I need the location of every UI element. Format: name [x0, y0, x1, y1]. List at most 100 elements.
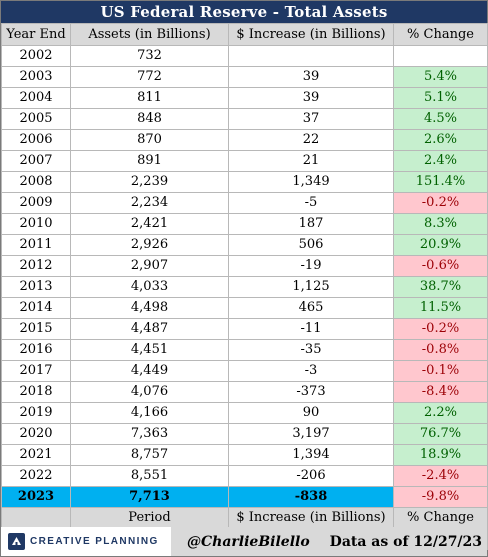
year-cell: 2015 — [1, 318, 71, 340]
increase-cell: 506 — [228, 234, 394, 256]
assets-cell: 2,907 — [70, 255, 229, 277]
year-cell: 2018 — [1, 381, 71, 403]
table-row: 2013 4,033 1,125 38.7% — [1, 276, 488, 298]
table-row: 2007 891 21 2.4% — [1, 150, 488, 172]
assets-cell: 8,551 — [70, 465, 229, 487]
change-cell — [393, 45, 488, 67]
table-row: 2010 2,421 187 8.3% — [1, 213, 488, 235]
increase-cell: -206 — [228, 465, 394, 487]
change-cell: -0.2% — [393, 318, 488, 340]
assets-cell: 870 — [70, 129, 229, 151]
table-row: 2006 870 22 2.6% — [1, 129, 488, 151]
table-title: US Federal Reserve - Total Assets — [1, 1, 487, 23]
change-cell: -0.6% — [393, 255, 488, 277]
assets-cell: 848 — [70, 108, 229, 130]
year-cell: 2005 — [1, 108, 71, 130]
year-cell: 2009 — [1, 192, 71, 214]
assets-cell: 4,033 — [70, 276, 229, 298]
year-cell: 2006 — [1, 129, 71, 151]
assets-cell: 891 — [70, 150, 229, 172]
year-cell: 2017 — [1, 360, 71, 382]
period-header-change: % Change — [393, 507, 488, 529]
assets-cell: 732 — [70, 45, 229, 67]
change-cell: -9.8% — [393, 486, 488, 508]
increase-cell: -35 — [228, 339, 394, 361]
year-cell: 2014 — [1, 297, 71, 319]
assets-cell: 7,363 — [70, 423, 229, 445]
increase-cell: -19 — [228, 255, 394, 277]
author-handle: @CharlieBilello — [187, 533, 310, 550]
increase-cell: 1,349 — [228, 171, 394, 193]
change-cell: 2.6% — [393, 129, 488, 151]
table-row: 2022 8,551 -206 -2.4% — [1, 465, 488, 487]
table-row: 2004 811 39 5.1% — [1, 87, 488, 109]
change-cell: 2.4% — [393, 150, 488, 172]
table-row: 2009 2,234 -5 -0.2% — [1, 192, 488, 214]
creative-planning-logo-icon — [8, 533, 25, 550]
year-cell: 2022 — [1, 465, 71, 487]
year-cell: 2004 — [1, 87, 71, 109]
data-as-of: Data as of 12/27/23 — [329, 533, 483, 550]
change-cell: 18.9% — [393, 444, 488, 466]
table-row: 2015 4,487 -11 -0.2% — [1, 318, 488, 340]
year-cell: 2019 — [1, 402, 71, 424]
assets-cell: 4,166 — [70, 402, 229, 424]
increase-cell: -3 — [228, 360, 394, 382]
year-cell: 2016 — [1, 339, 71, 361]
assets-cell: 2,234 — [70, 192, 229, 214]
assets-cell: 2,421 — [70, 213, 229, 235]
year-cell: 2010 — [1, 213, 71, 235]
increase-cell: 37 — [228, 108, 394, 130]
table-row: 2003 772 39 5.4% — [1, 66, 488, 88]
assets-cell: 4,076 — [70, 381, 229, 403]
year-cell: 2011 — [1, 234, 71, 256]
change-cell: 151.4% — [393, 171, 488, 193]
period-header-spacer — [1, 507, 71, 529]
table-row: 2020 7,363 3,197 76.7% — [1, 423, 488, 445]
table-row: 2011 2,926 506 20.9% — [1, 234, 488, 256]
increase-cell: 90 — [228, 402, 394, 424]
assets-cell: 4,498 — [70, 297, 229, 319]
table-row: 2008 2,239 1,349 151.4% — [1, 171, 488, 193]
assets-cell: 4,487 — [70, 318, 229, 340]
year-cell: 2021 — [1, 444, 71, 466]
table-row: 2014 4,498 465 11.5% — [1, 297, 488, 319]
period-header-row: Period $ Increase (in Billions)% Change — [1, 507, 488, 529]
increase-cell: 1,125 — [228, 276, 394, 298]
table-row: 2018 4,076 -373 -8.4% — [1, 381, 488, 403]
increase-cell: -5 — [228, 192, 394, 214]
increase-cell: -838 — [228, 486, 394, 508]
assets-cell: 2,926 — [70, 234, 229, 256]
year-cell: 2003 — [1, 66, 71, 88]
year-cell: 2023 — [1, 486, 71, 508]
increase-cell: 187 — [228, 213, 394, 235]
table-row: 2021 8,757 1,394 18.9% — [1, 444, 488, 466]
increase-cell: 1,394 — [228, 444, 394, 466]
year-cell: 2012 — [1, 255, 71, 277]
header-row: Year End Assets (in Billions) $ Increase… — [1, 23, 488, 46]
increase-cell: 39 — [228, 66, 394, 88]
header-change: % Change — [393, 23, 488, 46]
increase-cell: -373 — [228, 381, 394, 403]
change-cell: 38.7% — [393, 276, 488, 298]
increase-cell: 39 — [228, 87, 394, 109]
table-row: 2019 4,166 90 2.2% — [1, 402, 488, 424]
increase-cell: 21 — [228, 150, 394, 172]
change-cell: -0.1% — [393, 360, 488, 382]
period-header-increase: $ Increase (in Billions) — [228, 507, 394, 529]
assets-cell: 4,449 — [70, 360, 229, 382]
year-cell: 2007 — [1, 150, 71, 172]
year-cell: 2002 — [1, 45, 71, 67]
increase-cell: 465 — [228, 297, 394, 319]
creative-planning-logo: CREATIVE PLANNING — [1, 527, 171, 556]
change-cell: 11.5% — [393, 297, 488, 319]
assets-cell: 8,757 — [70, 444, 229, 466]
year-cell: 2013 — [1, 276, 71, 298]
increase-cell: 22 — [228, 129, 394, 151]
header-assets: Assets (in Billions) — [70, 23, 229, 46]
increase-cell: -11 — [228, 318, 394, 340]
change-cell: 20.9% — [393, 234, 488, 256]
logo-text: CREATIVE PLANNING — [30, 536, 159, 547]
assets-table: Year End Assets (in Billions) $ Increase… — [1, 23, 488, 550]
